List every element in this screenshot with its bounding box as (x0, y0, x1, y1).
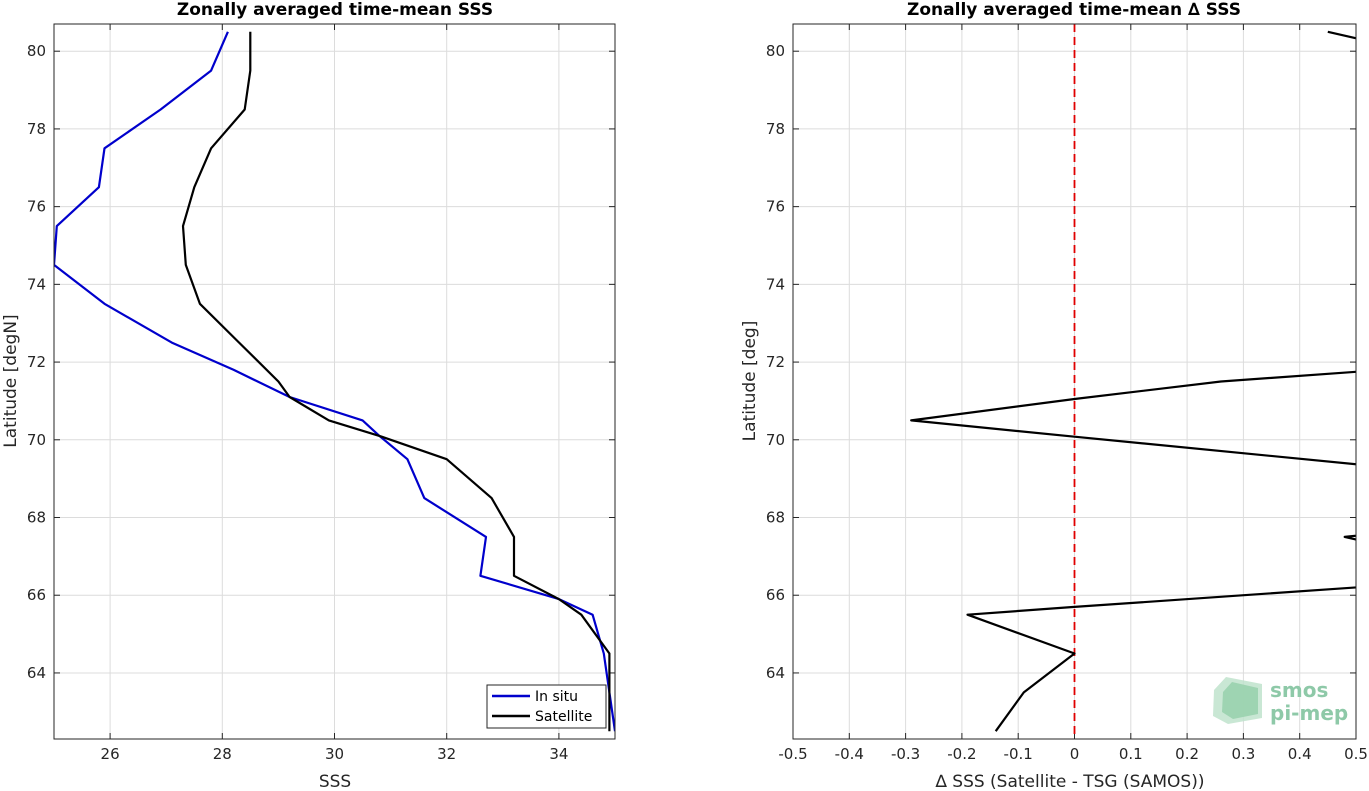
left-series-line-in-situ (54, 31, 615, 732)
right-series-line-delta-2 (1343, 534, 1356, 541)
left-panel: 26 28 30 32 34 64 66 68 70 72 74 76 78 80 Zonally ave… (1, 0, 616, 791)
left-y-tick-label: 78 (27, 120, 46, 138)
left-y-tick-label: 76 (27, 198, 46, 216)
right-x-tick-label: -0.2 (947, 745, 976, 763)
right-y-axis-label: Latitude [deg] (740, 321, 760, 442)
left-x-tick-label: 26 (101, 745, 120, 763)
left-grid (54, 24, 615, 739)
left-x-tick-label: 28 (213, 745, 232, 763)
legend: In situ Satellite (486, 684, 607, 729)
right-y-tick-label: 68 (766, 509, 785, 527)
right-x-tick-label: 0 (1070, 745, 1080, 763)
logo-text-pi-mep: pi-mep (1270, 701, 1348, 725)
right-x-tick-label: 0.2 (1175, 745, 1199, 763)
left-y-tick-label: 74 (27, 275, 46, 293)
right-x-tick-label: 0.4 (1288, 745, 1312, 763)
right-y-tick-label: 64 (766, 664, 785, 682)
right-series-line-delta-1 (910, 370, 1356, 466)
left-y-tick-label: 68 (27, 509, 46, 527)
legend-label-in-situ: In situ (535, 689, 578, 705)
left-series (54, 31, 615, 732)
left-ticks: 26 28 30 32 34 64 66 68 70 72 74 76 78 80 (27, 24, 615, 763)
right-y-tick-label: 78 (766, 120, 785, 138)
left-y-tick-label: 66 (27, 586, 46, 604)
right-x-tick-label: -0.3 (891, 745, 920, 763)
smos-pi-mep-logo: smos pi-mep (1213, 677, 1348, 725)
left-y-axis-label: Latitude [degN] (1, 314, 21, 447)
left-y-tick-label: 70 (27, 431, 46, 449)
right-y-tick-label: 70 (766, 431, 785, 449)
right-x-tick-label: -0.4 (835, 745, 864, 763)
right-y-tick-label: 80 (766, 42, 785, 60)
left-y-tick-label: 72 (27, 353, 46, 371)
right-axes-box (792, 23, 1357, 740)
logo-shape-inner (1222, 682, 1258, 719)
right-x-tick-label: 0.1 (1119, 745, 1143, 763)
right-y-tick-label: 66 (766, 586, 785, 604)
left-x-tick-label: 34 (549, 745, 568, 763)
right-series-line-delta-0 (1327, 30, 1356, 40)
right-y-tick-label: 74 (766, 275, 785, 293)
legend-box (486, 684, 607, 729)
left-x-axis-label: SSS (319, 772, 351, 791)
left-chart-title: Zonally averaged time-mean SSS (177, 0, 493, 20)
left-y-tick-label: 80 (27, 42, 46, 60)
legend-label-satellite: Satellite (535, 709, 592, 725)
right-x-tick-label: 0.5 (1344, 745, 1368, 763)
right-x-axis-label: ∆ SSS (Satellite - TSG (SAMOS)) (935, 772, 1205, 791)
left-y-tick-label: 64 (27, 664, 46, 682)
right-x-tick-label: 0.3 (1231, 745, 1255, 763)
left-axes-box (53, 23, 616, 740)
right-series (910, 30, 1356, 732)
right-series-line-delta-3 (966, 586, 1356, 732)
left-x-tick-label: 32 (437, 745, 456, 763)
right-y-tick-label: 76 (766, 198, 785, 216)
right-chart-title: Zonally averaged time-mean ∆ SSS (907, 0, 1241, 20)
logo-text-smos: smos (1270, 678, 1328, 702)
right-x-tick-label: -0.1 (1004, 745, 1033, 763)
right-x-tick-label: -0.5 (778, 745, 807, 763)
right-y-tick-label: 72 (766, 353, 785, 371)
left-x-tick-label: 30 (325, 745, 344, 763)
left-series-line-satellite (181, 31, 611, 732)
right-panel: -0.5 -0.4 -0.3 -0.2 -0.1 0 0.1 0.2 0.3 0.4 0.5 64 66… (740, 0, 1368, 791)
